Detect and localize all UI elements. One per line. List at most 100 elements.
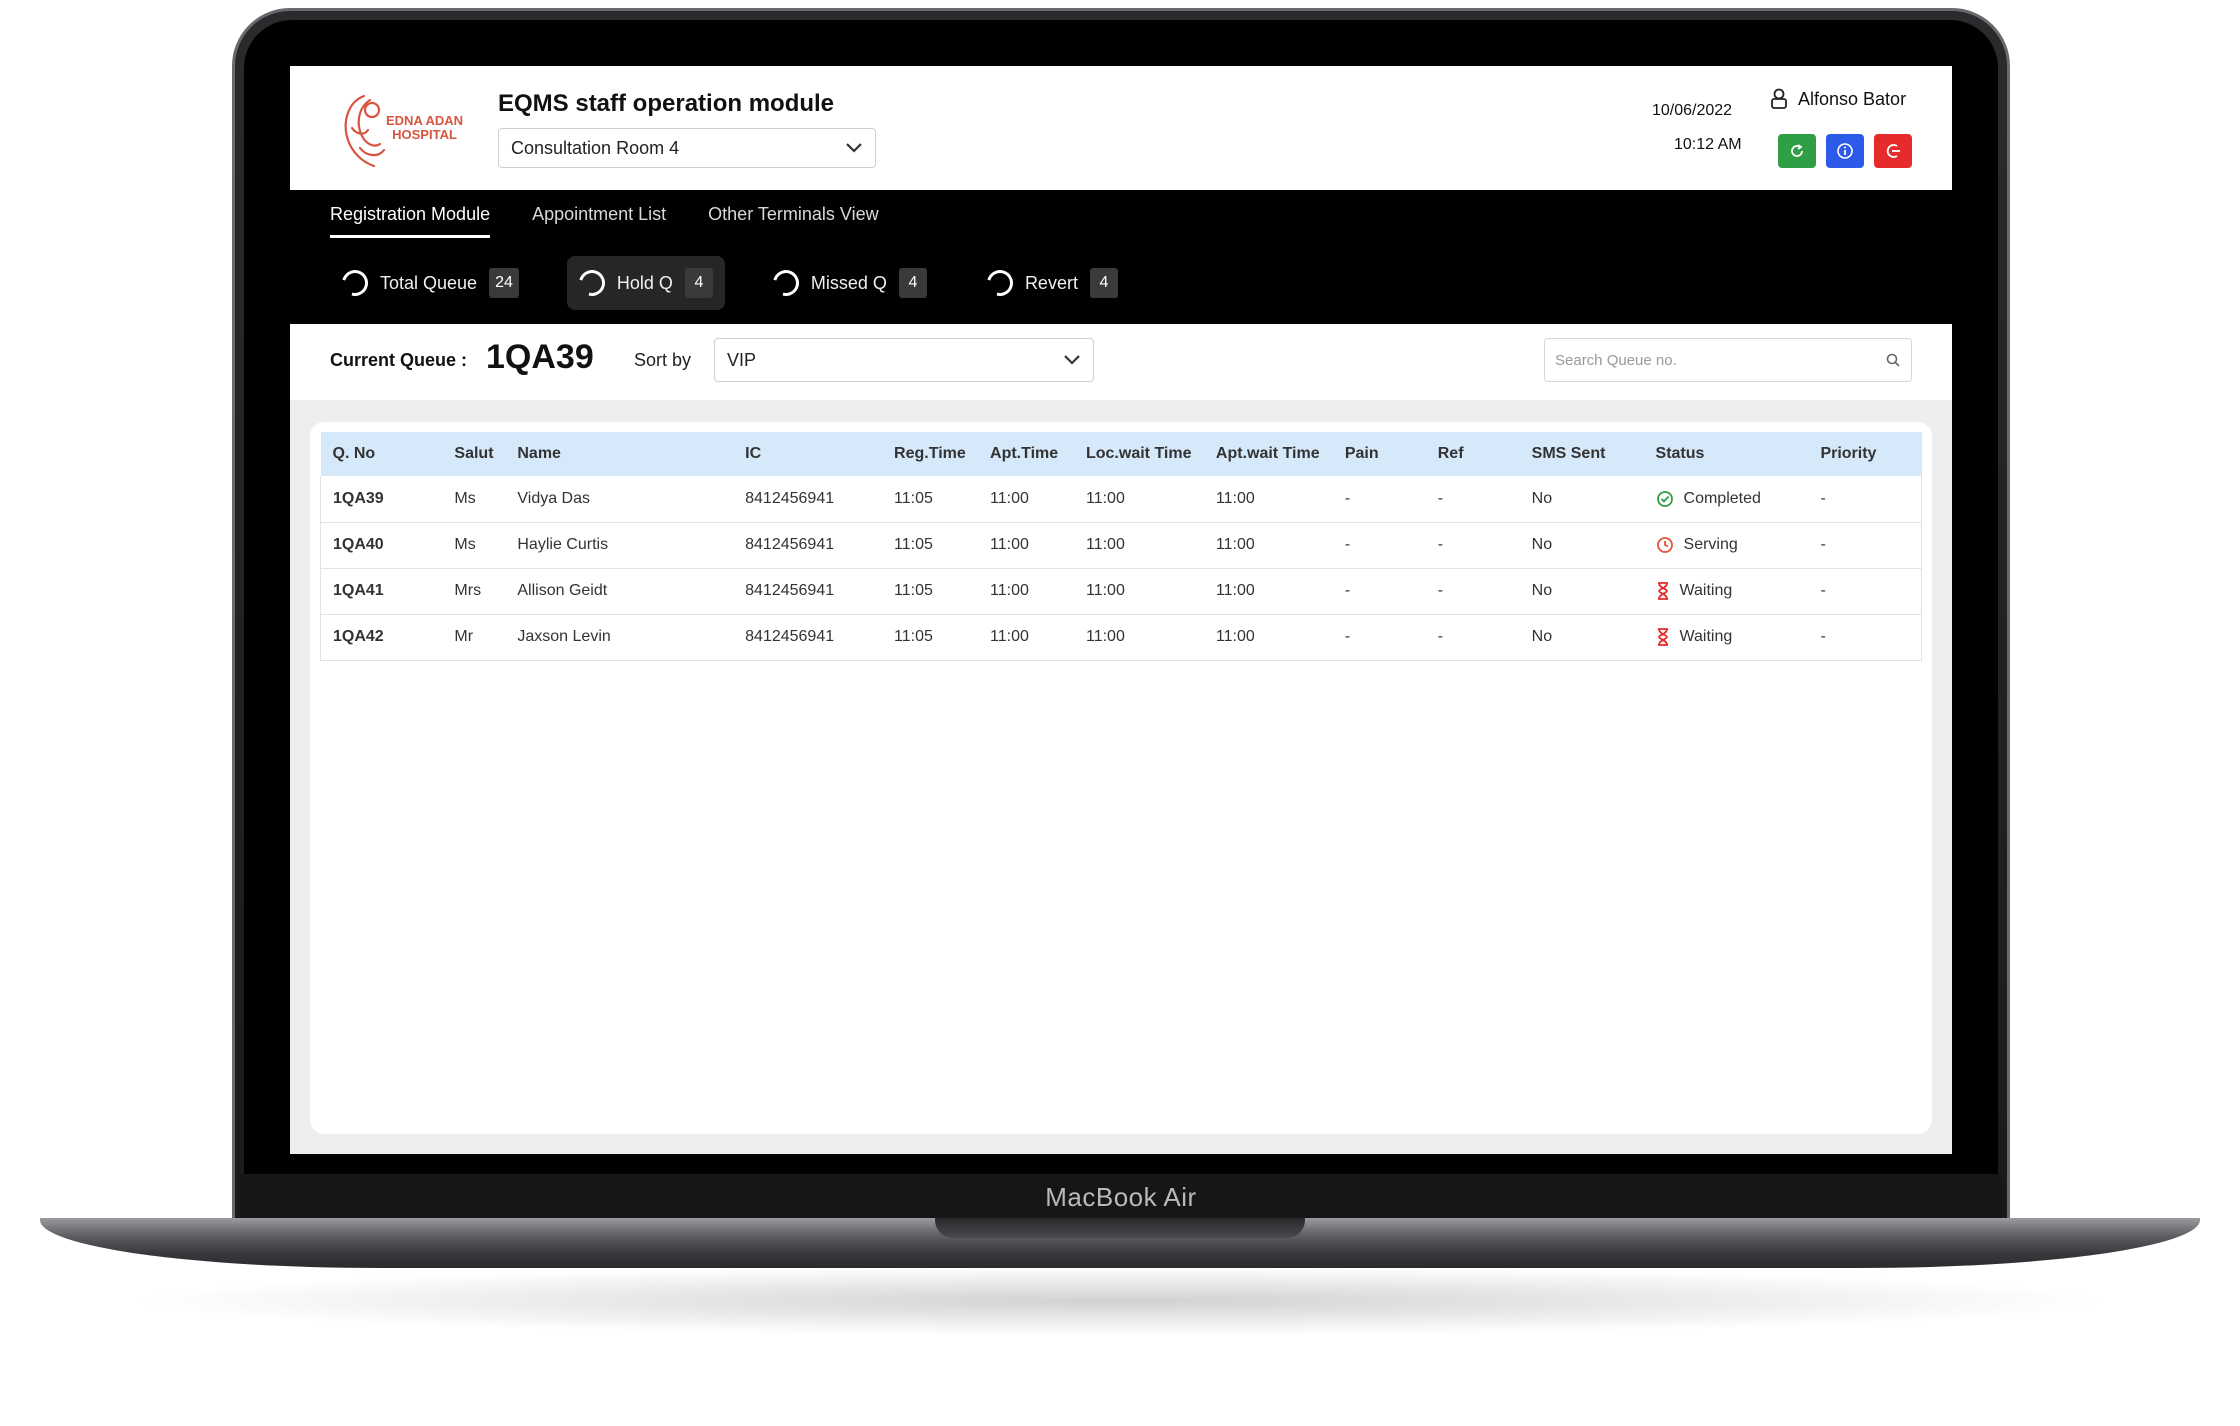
table-row[interactable]: 1QA41 Mrs Allison Geidt 8412456941 11:05 11:0… — [320, 568, 1922, 615]
cell-ref: - — [1425, 568, 1520, 615]
queue-table: Q. No Salut Name IC Reg.Time Apt.Time Lo… — [320, 432, 1922, 661]
status-label: Serving — [1683, 536, 1738, 553]
user-name: Alfonso Bator — [1798, 88, 1907, 109]
tab-other-terminals-view[interactable]: Other Terminals View — [708, 204, 879, 224]
tab-registration-module[interactable]: Registration Module — [330, 204, 491, 238]
queue-table-body: 1QA39 Ms Vidya Das 8412456941 11:05 11:00 11:0… — [320, 476, 1922, 661]
module-tabs: Registration Module Appointment List Oth… — [330, 204, 879, 238]
current-queue-number: 1QA39 — [486, 338, 594, 376]
laptop-shadow — [120, 1266, 2120, 1336]
table-row[interactable]: 1QA40 Ms Haylie Curtis 8412456941 11:05 11:00… — [320, 522, 1922, 569]
column-header-name[interactable]: Name — [517, 445, 561, 462]
table-row[interactable]: 1QA42 Mr Jaxson Levin 8412456941 11:05 11:00 1… — [320, 614, 1922, 661]
tab-appointment-list[interactable]: Appointment List — [532, 204, 667, 224]
sort-by-select[interactable]: VIP — [714, 338, 1094, 382]
column-header-loc-wait[interactable]: Loc.wait Time — [1085, 445, 1192, 462]
header-date: 10/06/2022 — [1652, 102, 1733, 119]
queue-filters: Total Queue 24 Hold Q 4 Missed Q 4 Rever… — [330, 256, 1130, 310]
cell-apt-wait: 11:00 — [1203, 568, 1333, 615]
search-icon[interactable] — [1885, 352, 1901, 368]
hospital-logo-text: EDNA ADAN HOSPITAL — [386, 114, 463, 142]
device-label: MacBook Air — [1045, 1181, 1197, 1212]
cell-sms: No — [1519, 568, 1644, 615]
loading-spinner-icon — [337, 265, 373, 301]
cell-ref: - — [1425, 476, 1520, 523]
page-title: EQMS staff operation module — [498, 90, 835, 117]
column-header-apt-time[interactable]: Apt.Time — [990, 445, 1059, 462]
sort-by-label: Sort by — [634, 350, 692, 370]
cell-apt-wait: 11:00 — [1203, 522, 1333, 569]
column-header-status[interactable]: Status — [1655, 445, 1705, 462]
cell-ic: 8412456941 — [733, 476, 883, 523]
status-indicator: Completed — [1656, 490, 1809, 508]
cell-sms: No — [1519, 476, 1644, 523]
column-header-salut[interactable]: Salut — [454, 445, 494, 462]
current-queue-label: Current Queue : — [330, 350, 468, 370]
column-header-pain[interactable]: Pain — [1344, 445, 1379, 462]
status-indicator: Waiting — [1656, 628, 1809, 646]
search-queue-input[interactable] — [1555, 351, 1885, 369]
cell-qno: 1QA39 — [320, 476, 443, 523]
chevron-down-icon — [1064, 355, 1080, 365]
hourglass-icon — [1656, 582, 1670, 600]
loading-spinner-icon — [574, 265, 610, 301]
cell-apt-wait: 11:00 — [1203, 476, 1333, 523]
cell-salut: Mrs — [442, 568, 506, 615]
sort-by-value: VIP — [727, 349, 757, 370]
logo-line-1: EDNA ADAN — [386, 113, 464, 128]
cell-qno: 1QA42 — [320, 614, 443, 661]
search-box — [1544, 338, 1912, 382]
refresh-button[interactable] — [1778, 134, 1816, 168]
cell-loc-wait: 11:00 — [1073, 568, 1204, 615]
room-select[interactable]: Consultation Room 4 — [498, 128, 876, 168]
cell-ref: - — [1425, 522, 1520, 569]
column-header-ic[interactable]: IC — [745, 445, 762, 462]
filter-count-badge: 4 — [684, 268, 713, 298]
user-menu[interactable]: Alfonso Bator — [1770, 88, 1906, 110]
cell-priority: - — [1808, 476, 1922, 523]
header-time: 10:12 AM — [1674, 136, 1742, 153]
column-header-reg-time[interactable]: Reg.Time — [894, 445, 966, 462]
cell-priority: - — [1808, 568, 1922, 615]
cell-loc-wait: 11:00 — [1073, 476, 1204, 523]
filter-label: Revert — [1024, 272, 1078, 293]
column-header-sms-sent[interactable]: SMS Sent — [1531, 445, 1606, 462]
filter-label: Missed Q — [810, 272, 887, 293]
logout-icon — [1886, 144, 1900, 158]
logout-button[interactable] — [1874, 134, 1912, 168]
app-screen: EDNA ADAN HOSPITAL EQMS staff operation … — [290, 66, 1952, 1154]
cell-apt: 11:00 — [978, 614, 1074, 661]
hourglass-icon — [1656, 628, 1670, 646]
info-button[interactable] — [1826, 134, 1864, 168]
cell-ic: 8412456941 — [733, 522, 883, 569]
table-header-row: Q. No Salut Name IC Reg.Time Apt.Time Lo… — [320, 432, 1922, 476]
cell-sms: No — [1519, 614, 1644, 661]
table-row[interactable]: 1QA39 Ms Vidya Das 8412456941 11:05 11:00 11:0… — [320, 476, 1922, 523]
cell-priority: - — [1808, 614, 1922, 661]
status-label: Waiting — [1679, 628, 1733, 645]
column-header-ref[interactable]: Ref — [1437, 445, 1464, 462]
column-header-qno[interactable]: Q. No — [332, 445, 376, 462]
status-label: Waiting — [1679, 582, 1733, 599]
cell-status: Serving — [1643, 522, 1809, 569]
cell-ic: 8412456941 — [733, 568, 883, 615]
column-header-apt-wait[interactable]: Apt.wait Time — [1215, 445, 1320, 462]
filter-count-badge: 24 — [489, 268, 519, 298]
check-circle-icon — [1656, 490, 1674, 508]
column-header-priority[interactable]: Priority — [1820, 445, 1877, 462]
cell-name: Allison Geidt — [505, 568, 734, 615]
cell-salut: Ms — [442, 522, 506, 569]
loading-spinner-icon — [982, 265, 1018, 301]
status-indicator: Waiting — [1656, 582, 1809, 600]
cell-name: Haylie Curtis — [505, 522, 734, 569]
user-lock-icon — [1771, 88, 1787, 109]
filter-total-queue[interactable]: Total Queue 24 — [330, 256, 531, 310]
status-indicator: Serving — [1656, 536, 1809, 554]
filter-revert[interactable]: Revert 4 — [975, 256, 1130, 310]
cell-apt: 11:00 — [978, 568, 1074, 615]
loading-spinner-icon — [768, 265, 804, 301]
filter-hold-q[interactable]: Hold Q 4 — [566, 256, 725, 310]
clock-icon — [1656, 536, 1674, 554]
filter-missed-q[interactable]: Missed Q 4 — [761, 256, 939, 310]
current-queue-bar: Current Queue : 1QA39 Sort by VIP — [290, 324, 1952, 400]
